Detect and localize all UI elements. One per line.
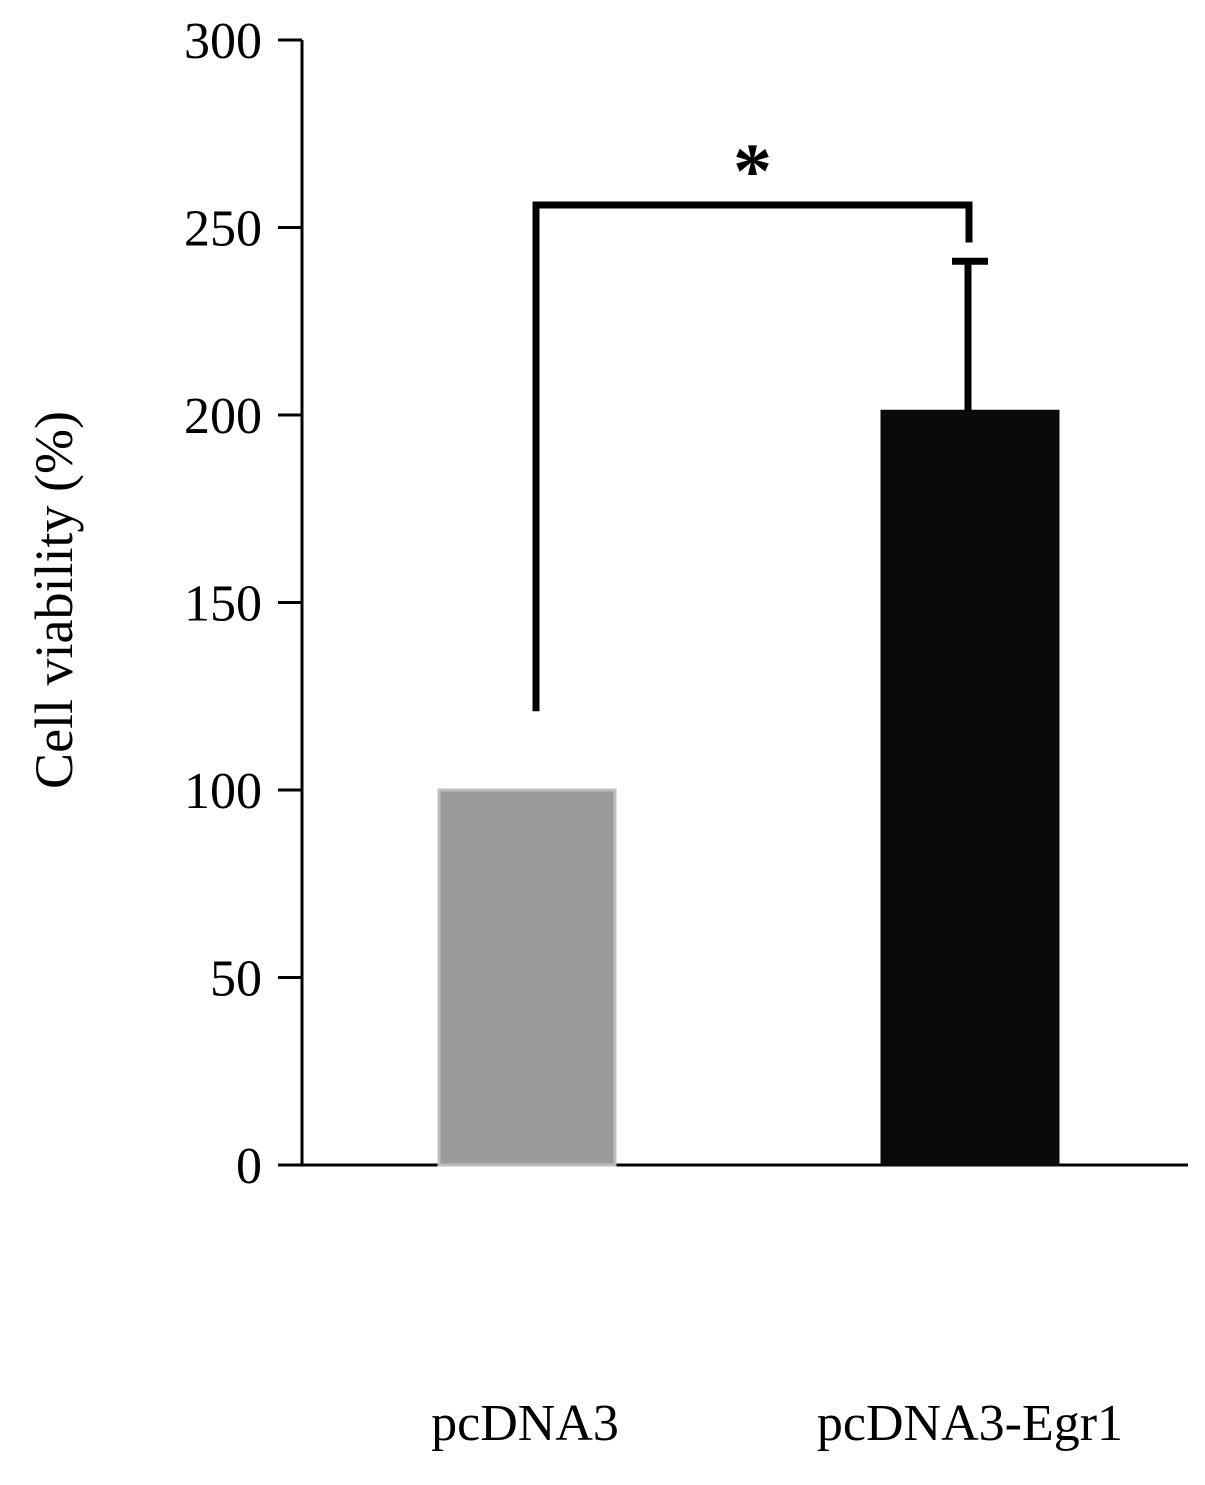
significance-star: * xyxy=(733,127,772,214)
y-tick-label: 50 xyxy=(210,951,262,1008)
y-tick-label: 300 xyxy=(184,13,262,70)
y-tick-label: 100 xyxy=(184,763,262,820)
bar-pcdna3 xyxy=(437,788,617,1167)
y-tick-label: 150 xyxy=(184,576,262,633)
x-category-label: pcDNA3-Egr1 xyxy=(817,1395,1123,1452)
y-axis-title: Cell viability (%) xyxy=(24,411,84,789)
y-tick-label: 200 xyxy=(184,388,262,445)
x-category-label: pcDNA3 xyxy=(431,1395,619,1452)
significance-bracket xyxy=(532,201,973,712)
bar-pcdna3-egr1 xyxy=(880,409,1060,1167)
y-tick-label: 0 xyxy=(236,1138,262,1195)
y-tick-label: 250 xyxy=(184,201,262,258)
